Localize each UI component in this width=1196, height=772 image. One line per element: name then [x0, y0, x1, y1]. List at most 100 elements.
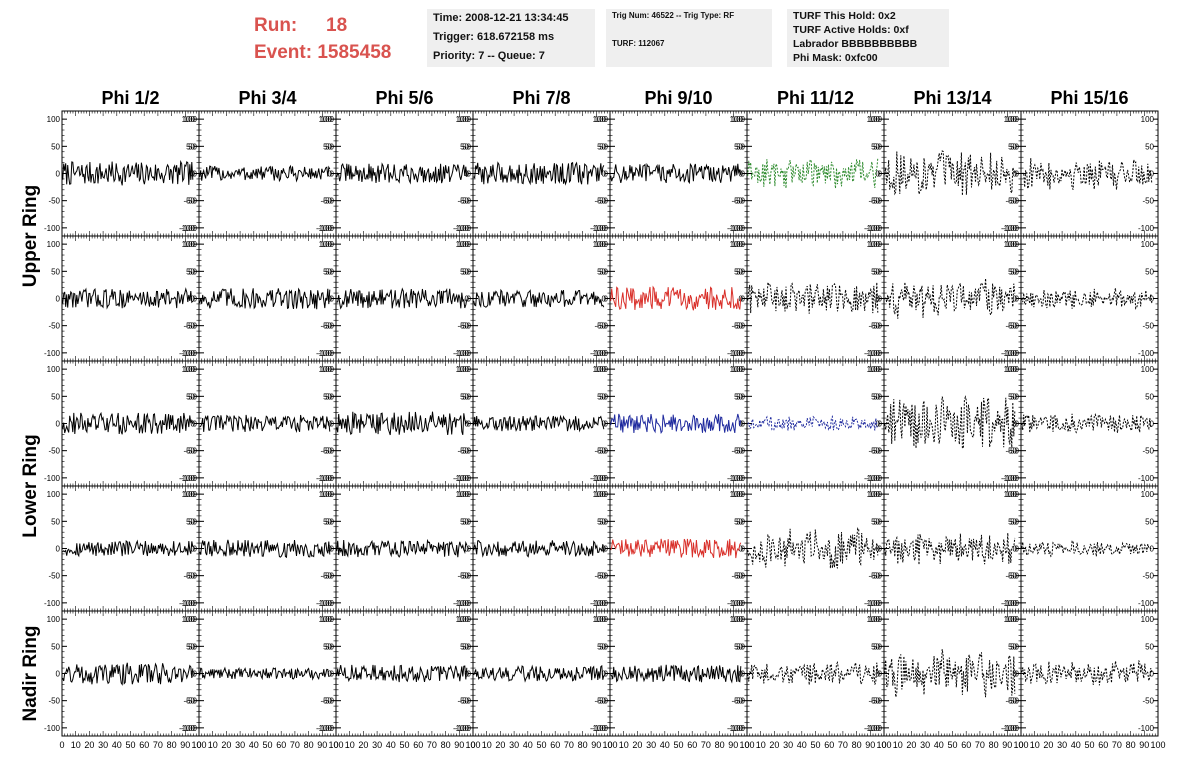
y-tick-label: 100: [1141, 240, 1155, 249]
row-label: Lower Ring: [20, 434, 41, 537]
run-label: Run:: [254, 15, 298, 36]
y-tick-label: -100: [1001, 349, 1018, 358]
waveform-trace: [884, 278, 1016, 319]
y-tick-label: -50: [733, 322, 745, 331]
y-tick-label: -100: [864, 599, 881, 608]
y-tick-label: 100: [184, 490, 198, 499]
column-header: Phi 5/6: [375, 88, 433, 108]
y-tick-label: 0: [741, 545, 746, 554]
y-tick-label: 50: [734, 517, 743, 526]
y-tick-label: 0: [1013, 420, 1018, 429]
panel-frame: [746, 110, 885, 237]
y-tick-label: -100: [866, 474, 883, 483]
y-tick-label: -50: [870, 197, 882, 206]
y-tick-label: 50: [323, 392, 332, 401]
y-tick-label: 100: [182, 240, 196, 249]
y-tick-label: -50: [868, 197, 880, 206]
y-tick-label: -50: [594, 197, 606, 206]
y-tick-label: -50: [594, 322, 606, 331]
y-tick-label: 50: [599, 267, 608, 276]
y-tick-label: -100: [453, 224, 470, 233]
y-tick-label: -50: [322, 447, 334, 456]
event-value: 1585458: [317, 42, 392, 63]
y-tick-label: -100: [455, 474, 472, 483]
y-tick-label: -50: [1005, 447, 1017, 456]
y-tick-label: 50: [325, 392, 334, 401]
waveform-trace: [199, 287, 331, 310]
y-tick-label: 0: [193, 295, 198, 304]
y-tick-label: 50: [734, 142, 743, 151]
y-tick-label: -50: [594, 447, 606, 456]
y-tick-label: 0: [328, 170, 333, 179]
row-label: Nadir Ring: [20, 625, 41, 721]
y-tick-label: 100: [595, 365, 609, 374]
y-tick-label: 50: [186, 142, 195, 151]
y-tick-label: 100: [1141, 115, 1155, 124]
y-tick-label: 0: [604, 545, 609, 554]
waveform-trace: [62, 159, 194, 186]
y-tick-label: 50: [51, 267, 60, 276]
y-tick-label: -50: [48, 572, 60, 581]
trig-num-line: Trig Num: 46522 -- Trig Type: RF: [612, 11, 735, 20]
y-tick-label: -100: [864, 474, 881, 483]
y-tick-label: 0: [56, 295, 61, 304]
y-tick-label: -50: [870, 322, 882, 331]
y-tick-label: 100: [458, 365, 472, 374]
y-tick-label: -100: [44, 349, 61, 358]
y-tick-label: 0: [741, 170, 746, 179]
y-tick-label: 100: [319, 490, 333, 499]
y-tick-label: 50: [871, 392, 880, 401]
y-tick-label: -100: [318, 599, 335, 608]
y-tick-label: 50: [873, 392, 882, 401]
y-tick-label: 100: [321, 240, 335, 249]
y-tick-label: 50: [462, 392, 471, 401]
y-tick-label: -50: [320, 572, 332, 581]
y-tick-label: -50: [733, 447, 745, 456]
y-tick-label: -100: [729, 474, 746, 483]
y-tick-label: 0: [328, 545, 333, 554]
waveform-trace: [473, 414, 605, 433]
y-tick-label: -50: [183, 322, 195, 331]
y-tick-label: -50: [1005, 322, 1017, 331]
y-tick-label: -50: [596, 447, 608, 456]
turf-line: TURF: 112067: [612, 39, 665, 48]
y-tick-label: 0: [876, 545, 881, 554]
y-tick-label: 50: [597, 267, 606, 276]
y-tick-label: 100: [319, 365, 333, 374]
y-tick-label: 100: [1004, 365, 1018, 374]
y-tick-label: 100: [1004, 240, 1018, 249]
y-tick-label: 50: [1008, 392, 1017, 401]
y-tick-label: 0: [467, 170, 472, 179]
y-tick-label: 0: [876, 170, 881, 179]
y-tick-label: 100: [1004, 115, 1018, 124]
y-tick-label: -50: [868, 572, 880, 581]
y-tick-label: -100: [455, 349, 472, 358]
panel-frame: [746, 235, 885, 362]
y-tick-label: 50: [736, 392, 745, 401]
y-tick-label: 50: [873, 142, 882, 151]
y-tick-label: 50: [1008, 267, 1017, 276]
y-tick-label: -50: [731, 322, 743, 331]
y-tick-label: -100: [318, 349, 335, 358]
y-tick-label: -50: [868, 447, 880, 456]
waveform-trace: [199, 164, 331, 183]
y-tick-label: -100: [181, 474, 198, 483]
run-value: 18: [326, 15, 348, 36]
y-tick-label: 50: [460, 267, 469, 276]
y-tick-label: 100: [47, 115, 61, 124]
y-tick-label: 100: [869, 240, 883, 249]
y-tick-label: 0: [604, 295, 609, 304]
y-tick-label: 100: [730, 365, 744, 374]
column-header: Phi 13/14: [913, 88, 991, 108]
y-tick-label: 100: [321, 365, 335, 374]
y-tick-label: 50: [186, 267, 195, 276]
y-tick-label: 50: [325, 267, 334, 276]
y-tick-label: -100: [181, 599, 198, 608]
y-tick-label: -100: [866, 224, 883, 233]
y-tick-label: 100: [458, 115, 472, 124]
y-tick-label: 50: [460, 517, 469, 526]
waveform-trace: [336, 411, 468, 436]
y-tick-label: 100: [867, 490, 881, 499]
y-tick-label: 50: [1145, 142, 1154, 151]
y-tick-label: 50: [736, 267, 745, 276]
